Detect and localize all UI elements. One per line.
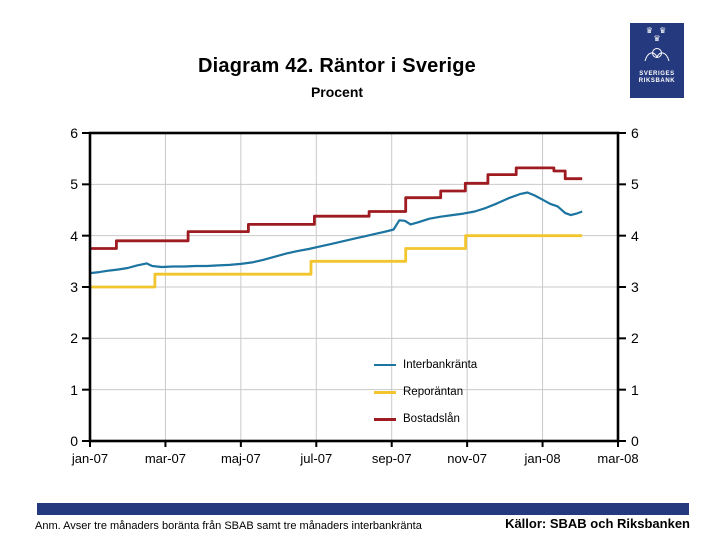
three-crowns-icon: ♛ ♛ (645, 26, 669, 35)
y-axis-label-right: 3 (631, 279, 639, 295)
legend-item-bostadslån: Bostadslån (374, 411, 460, 427)
x-axis-label: maj-07 (220, 451, 261, 466)
legend-label: Interbankränta (403, 359, 478, 371)
legend-line-swatch (374, 417, 396, 421)
y-axis-label-right: 6 (631, 125, 639, 141)
y-axis-label-left: 6 (70, 125, 78, 141)
page-subtitle: Procent (310, 84, 364, 100)
logo-text-line1: SVERIGES (639, 71, 675, 77)
footnote: Anm. Avser tre månaders boränta från SBA… (35, 520, 422, 532)
y-axis-label-right: 5 (631, 176, 639, 193)
x-axis-label: sep-07 (371, 451, 412, 466)
x-axis-label: jan-08 (524, 451, 561, 466)
page-title: Diagram 42. Räntor i Sverige (198, 55, 476, 77)
y-axis-label-left: 4 (70, 227, 78, 244)
legend-item-reporäntan: Reporäntan (374, 384, 463, 400)
legend-line-swatch (374, 364, 396, 366)
footer-accent-bar (37, 503, 689, 515)
series-line-bostadslån (90, 166, 583, 250)
x-axis-label: jan-07 (71, 451, 109, 466)
y-axis-label-left: 1 (70, 381, 78, 398)
y-axis-label-left: 3 (70, 279, 78, 295)
x-axis-label: nov-07 (447, 451, 488, 466)
y-axis-label-left: 2 (70, 330, 78, 347)
legend-line-swatch (374, 390, 396, 394)
y-axis-label-right: 4 (631, 227, 639, 244)
riksbank-emblem-icon (642, 44, 672, 69)
y-axis-label-left: 0 (70, 433, 78, 449)
x-axis-label: jul-07 (300, 451, 333, 466)
sveriges-riksbank-logo: ♛ ♛ ♛ SVERIGES RIKSBANK (630, 23, 684, 98)
legend-label: Reporäntan (403, 386, 464, 398)
crown-icon: ♛ (653, 34, 661, 43)
y-axis-label-right: 2 (631, 330, 639, 347)
legend-item-interbankränta: Interbankränta (374, 357, 477, 373)
x-axis-label: mar-08 (597, 451, 639, 466)
y-axis-label-right: 0 (631, 433, 639, 449)
y-axis-label-left: 5 (70, 176, 78, 193)
sources-label: Källor: SBAB och Riksbanken (505, 516, 690, 531)
y-axis-label-right: 1 (631, 381, 639, 398)
legend-label: Bostadslån (403, 413, 460, 425)
series-line-reporäntan (90, 234, 583, 289)
series-line-interbankränta (89, 191, 583, 275)
x-axis-label: mar-07 (144, 451, 187, 466)
logo-text-line2: RIKSBANK (638, 78, 676, 84)
